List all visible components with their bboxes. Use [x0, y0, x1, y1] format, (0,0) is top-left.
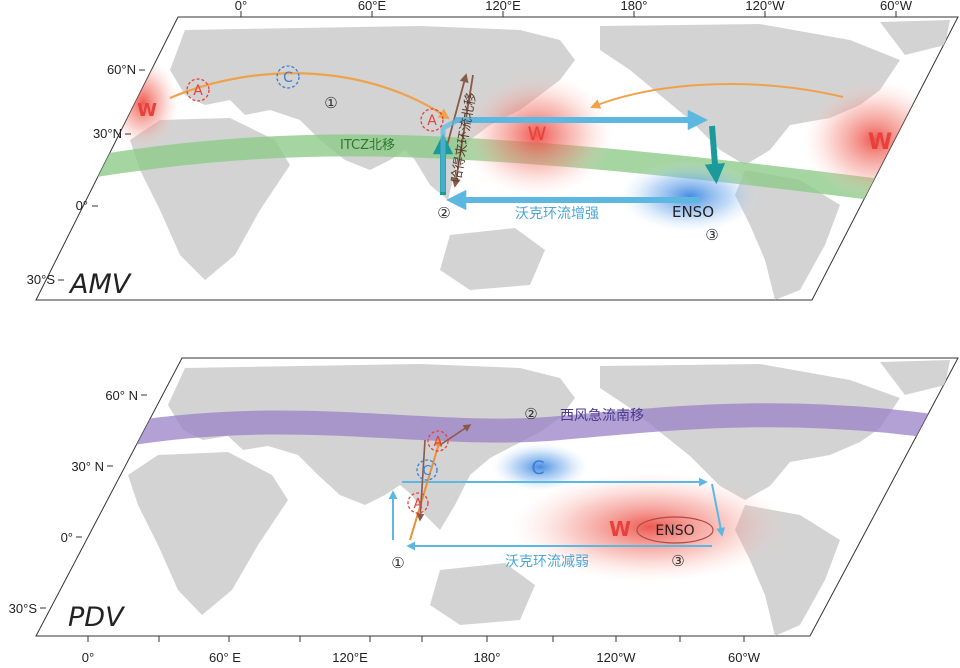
amv-hadley-arrow-down: [451, 74, 474, 188]
pdv-cyclone-label: C: [422, 464, 431, 479]
pdv-circle-number: ①: [391, 554, 404, 572]
amv-lat-tick-label: 60°N: [107, 62, 136, 77]
amv-land-namerica: [600, 24, 900, 165]
pdv-westerly-band: [118, 403, 958, 447]
amv-anticyclone-circle: [186, 78, 210, 102]
amv-jet-arrow-west: [169, 72, 450, 120]
amv-lat-tick-labels: 60°N 30°N 0° 30°S: [27, 62, 136, 287]
amv-jet-arrow-east: [590, 83, 844, 109]
amv-circle-number: ①: [324, 94, 337, 112]
pdv-lat-tick-label: 60° N: [105, 388, 138, 403]
pdv-lon-tick-label: 0°: [82, 650, 94, 665]
amv-circle-number: ③: [705, 226, 718, 244]
amv-lon-tick-label: 60°E: [358, 0, 387, 13]
pdv-enso-label: ENSO: [655, 523, 694, 539]
pdv-circle-number: ②: [524, 405, 537, 423]
pdv-circle-number: ③: [671, 552, 684, 570]
pdv-land-africa: [128, 452, 288, 615]
pdv-warm-blob: [510, 472, 790, 582]
amv-lon-tick-label: 0°: [235, 0, 247, 13]
amv-warm-blob-pacific: [461, 73, 613, 197]
amv-anticyclone-label: A: [193, 83, 203, 99]
pdv-hadley-arrow-ne: [439, 424, 472, 446]
pdv-lat-tick-label: 0°: [61, 530, 73, 545]
pdv-lon-tick-label: 60° E: [209, 650, 241, 665]
amv-lon-tick-label: 180°: [621, 0, 648, 13]
pdv-land-namerica: [600, 364, 900, 500]
pdv-lon-tick-label: 120°E: [332, 650, 368, 665]
amv-walker-ascend-outline: [440, 117, 460, 192]
amv-warm-label: W: [868, 130, 892, 155]
pdv-westerly-label: 西风急流南移: [560, 408, 644, 424]
pdv-lon-tick-labels: 0° 60° E 120°E 180° 120°W 60°W: [82, 650, 761, 665]
amv-itcz-label: ITCZ北移: [340, 138, 395, 153]
amv-land-australia: [440, 228, 545, 290]
pdv-lon-tick-label: 120°W: [596, 650, 636, 665]
amv-cyclone-label: C: [283, 70, 293, 86]
pdv-land-australia: [430, 563, 535, 625]
pdv-panel-label: PDV: [68, 602, 126, 633]
amv-lon-tick-label: 60°W: [880, 0, 913, 13]
amv-cold-blob-enso: [620, 160, 760, 232]
pdv-hadley-arrow-down: [416, 439, 426, 522]
amv-lon-tick-label: 120°E: [485, 0, 521, 13]
amv-lat-tick-label: 30°N: [93, 126, 122, 141]
amv-anticyclone-label: A: [427, 113, 437, 129]
pdv-anticyclone-circle: [427, 430, 449, 452]
amv-circle-number: ②: [437, 204, 450, 222]
pdv-hadley-arrow-up: [409, 438, 442, 541]
pdv-cold-blob: [492, 443, 588, 491]
pdv-land-eurasia: [168, 364, 575, 530]
amv-lon-tick-label: 120°W: [745, 0, 785, 13]
amv-warm-label: W: [137, 100, 157, 121]
pdv-lon-tick-label: 60°W: [728, 650, 761, 665]
pdv-enso-ellipse: [636, 516, 714, 544]
pdv-anticyclone-circle: [407, 492, 429, 514]
amv-lat-tick-label: 30°S: [27, 272, 56, 287]
pdv-anticyclone-label: A: [434, 435, 443, 450]
amv-warm-label: W: [528, 123, 547, 145]
amv-lon-tick-labels: 0° 60°E 120°E 180° 120°W 60°W: [235, 0, 913, 13]
amv-land-eurasia: [170, 26, 575, 200]
pdv-walker-descend: [711, 483, 726, 537]
pdv-lat-tick-labels: 60° N 30° N 0° 30°S: [9, 388, 138, 616]
amv-anticyclone-circle: [420, 108, 444, 132]
amv-lat-tick-label: 0°: [76, 198, 88, 213]
pdv-cold-label: C: [531, 457, 544, 479]
pdv-lat-tick-label: 30°S: [9, 601, 38, 616]
amv-land-samerica: [735, 170, 840, 300]
pdv-land-greenland: [880, 360, 950, 395]
amv-cyclone-circle: [276, 65, 300, 89]
pdv-lon-tick-label: 180°: [474, 650, 501, 665]
amv-ticks: [58, 11, 897, 281]
amv-enso-label: ENSO: [672, 203, 714, 221]
pdv-lat-tick-label: 30° N: [71, 459, 104, 474]
amv-panel: 0° 60°E 120°E 180° 120°W 60°W 60°N 30°N …: [27, 0, 959, 301]
amv-walker-label: 沃克环流增强: [515, 206, 599, 222]
pdv-anticyclone-label: A: [414, 497, 423, 512]
pdv-cyclone-circle: [416, 459, 438, 481]
amv-land-greenland: [880, 20, 950, 55]
pdv-map: [118, 360, 958, 636]
pdv-panel: 0° 60° E 120°E 180° 120°W 60°W 60° N 30°…: [9, 357, 959, 665]
amv-panel-label: AMV: [68, 269, 133, 300]
pdv-walker-label: 沃克环流减弱: [505, 554, 589, 570]
pdv-warm-label: W: [609, 517, 631, 541]
amv-walker-descend: [704, 125, 726, 185]
pdv-ticks: [40, 394, 745, 642]
